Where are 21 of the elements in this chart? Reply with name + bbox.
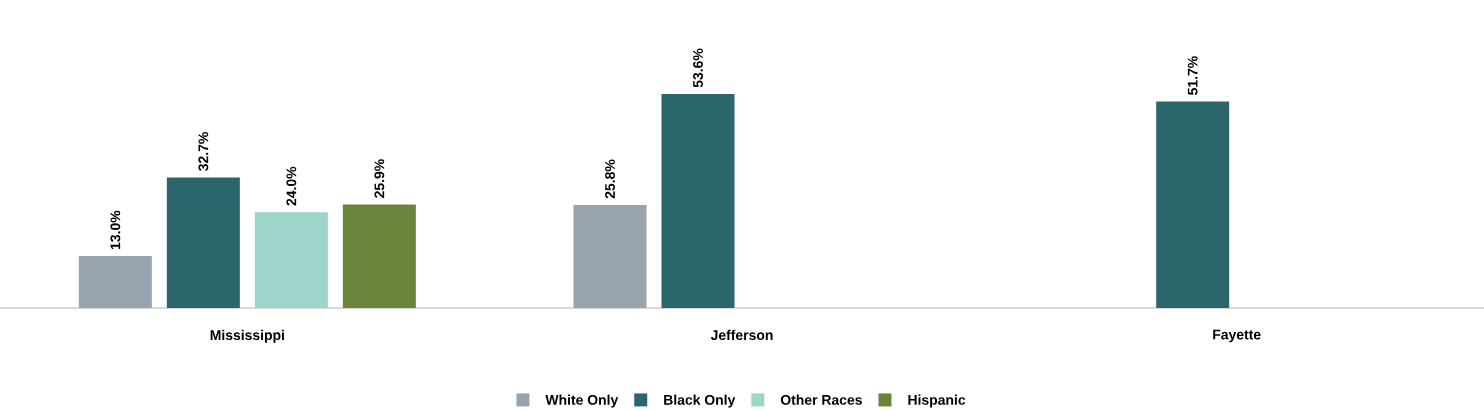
legend-label: Other Races: [780, 394, 862, 405]
legend-label: White Only: [545, 394, 619, 408]
data-label: 24.0%: [286, 166, 297, 206]
legend-label: Black Only: [664, 394, 736, 408]
x-tick-label: Fayette: [1213, 329, 1261, 343]
bar: [166, 177, 240, 308]
data-label: 32.7%: [198, 132, 209, 171]
bar: [1156, 101, 1230, 308]
bar: [342, 204, 416, 308]
data-label: 25.9%: [374, 159, 385, 198]
bar: [254, 212, 328, 308]
bar: [661, 93, 735, 308]
bar: [573, 204, 647, 308]
data-label: 51.7%: [1187, 56, 1198, 95]
x-tick-label: Jefferson: [710, 329, 773, 341]
x-tick-label: Mississippi: [210, 329, 284, 343]
legend-label: Hispanic: [908, 394, 966, 408]
data-label: 53.6%: [693, 48, 703, 88]
bar: [78, 256, 152, 308]
data-label: 25.8%: [605, 159, 615, 199]
data-label: 13.0%: [110, 210, 121, 250]
